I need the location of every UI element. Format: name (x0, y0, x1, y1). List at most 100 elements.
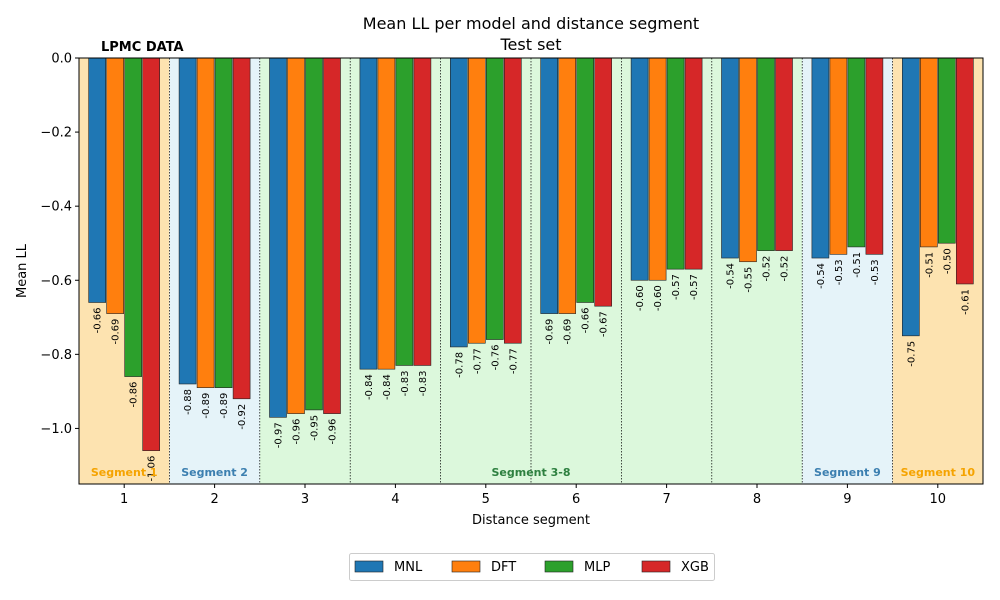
bar-value-label: -0.52 (762, 256, 773, 282)
x-tick-label: 5 (482, 492, 490, 507)
axes: 0.0 −0.2 −0.4 −0.6 −0.8 −1.0 1 2 3 4 5 6 7 8 9 10 (40, 52, 946, 508)
bar-mnl-seg-8 (721, 57, 739, 259)
bar-value-labels: -0.66 -0.88 -0.97 -0.84 -0.78 -0.69 -0.60 -0.54… (93, 248, 972, 481)
bar-value-label: -0.92 (237, 404, 248, 430)
segment-label: Segment 1 (91, 466, 158, 479)
bar-mlp-seg-7 (666, 57, 685, 270)
x-tick-label: 9 (843, 492, 851, 507)
bar-value-label: -1.06 (147, 456, 158, 482)
x-tick-label: 2 (210, 492, 218, 507)
segment-labels: Segment 1 Segment 2 Segment 3-8 Segment 9 Se… (91, 466, 976, 479)
bar-value-label: -0.57 (671, 274, 682, 300)
bar-xgb-seg-2 (232, 57, 251, 400)
segment-separators (169, 58, 893, 484)
bar-value-label: -0.89 (201, 393, 212, 419)
segment-label: Segment 9 (814, 466, 881, 479)
x-tick-label: 8 (753, 492, 761, 507)
bar-dft-seg-3 (287, 57, 305, 414)
bar-xgb-seg-7 (684, 57, 703, 270)
x-axis-label: Distance segment (472, 513, 590, 528)
legend-swatch-mnl (354, 560, 384, 573)
bar-value-label: -0.60 (653, 285, 664, 311)
bar-mnl-seg-2 (178, 57, 197, 385)
bar-value-label: -0.54 (816, 263, 827, 289)
y-tick-label: −0.4 (40, 200, 72, 215)
bar-value-label: -0.96 (328, 419, 339, 445)
bar-xgb-seg-5 (503, 57, 522, 344)
bar-mnl-seg-6 (540, 57, 559, 314)
bar-value-label: -0.84 (364, 374, 375, 400)
x-tick-label: 1 (120, 492, 128, 507)
bar-mlp-seg-1 (124, 57, 142, 377)
segment-label: Segment 10 (901, 466, 976, 479)
bar-value-label: -0.97 (274, 422, 285, 448)
bar-value-label: -0.77 (472, 348, 483, 374)
bar-mnl-seg-1 (88, 57, 106, 303)
bar-value-label: -0.52 (780, 256, 791, 282)
bar-xgb-seg-4 (413, 57, 432, 366)
bar-value-label: -0.60 (635, 285, 646, 311)
bar-dft-seg-8 (739, 57, 757, 263)
bar-mnl-seg-9 (811, 57, 830, 259)
bar-xgb-seg-3 (323, 57, 341, 414)
bar-value-label: -0.88 (183, 389, 194, 415)
y-tick-label: −1.0 (40, 422, 72, 437)
bar-dft-seg-6 (558, 57, 577, 314)
bar-value-label: -0.86 (129, 382, 140, 408)
y-tick-label: −0.2 (40, 126, 72, 141)
bar-xgb-seg-1 (142, 57, 160, 451)
bar-value-label: -0.95 (310, 415, 321, 441)
bar-value-label: -0.75 (906, 341, 917, 367)
bar-value-label: -0.69 (545, 319, 556, 345)
bar-value-label: -0.53 (834, 259, 845, 285)
bar-xgb-seg-9 (865, 57, 884, 255)
bar-mnl-seg-4 (359, 57, 378, 370)
x-tick-label: 3 (301, 492, 309, 507)
bar-value-label: -0.55 (744, 267, 755, 293)
bar-dft-seg-1 (106, 57, 124, 314)
bar-value-label: -0.53 (870, 259, 881, 285)
bar-value-label: -0.78 (454, 352, 465, 378)
bar-dft-seg-7 (648, 57, 667, 281)
legend-label-mnl: MNL (394, 560, 423, 575)
bar-value-label: -0.83 (400, 370, 411, 396)
bar-value-label: -0.67 (599, 311, 610, 337)
bar-dft-seg-4 (377, 57, 396, 370)
legend-label-mlp: MLP (584, 560, 610, 575)
y-tick-label: −0.6 (40, 274, 72, 289)
y-tick-label: 0.0 (51, 52, 72, 67)
x-tick-label: 4 (391, 492, 399, 507)
bar-mlp-seg-3 (305, 57, 323, 411)
bar-value-label: -0.83 (418, 370, 429, 396)
bar-dft-seg-5 (467, 57, 486, 344)
bar-value-label: -0.69 (563, 319, 574, 345)
bar-mlp-seg-4 (395, 57, 414, 366)
bar-mlp-seg-8 (757, 57, 775, 251)
lpmc-data-annotation: LPMC DATA (101, 40, 184, 55)
bar-dft-seg-9 (829, 57, 848, 255)
bar-xgb-seg-6 (594, 57, 613, 307)
bar-value-label: -0.96 (292, 419, 303, 445)
bar-value-label: -0.76 (490, 345, 501, 371)
bar-value-label: -0.54 (726, 263, 737, 289)
bar-mlp-seg-6 (576, 57, 595, 303)
segment-label: Segment 2 (181, 466, 248, 479)
x-tick-label: 6 (572, 492, 580, 507)
bar-mnl-seg-10 (901, 57, 920, 337)
bar-value-label: -0.66 (93, 307, 104, 333)
legend-swatch-dft (451, 560, 481, 573)
bar-value-label: -0.61 (960, 289, 971, 315)
legend-swatch-xgb (641, 560, 671, 573)
bar-xgb-seg-8 (775, 57, 793, 251)
bar-value-label: -0.51 (924, 252, 935, 278)
legend: MNL DFT MLP XGB (349, 553, 715, 581)
bar-xgb-seg-10 (955, 57, 974, 285)
bar-value-label: -0.57 (689, 274, 700, 300)
bar-value-label: -0.50 (942, 248, 953, 274)
chart-title: Mean LL per model and distance segment (363, 14, 699, 33)
bar-mlp-seg-9 (847, 57, 866, 248)
bar-mlp-seg-10 (937, 57, 956, 244)
y-axis-label: Mean LL (15, 243, 30, 298)
bar-mnl-seg-3 (269, 57, 287, 418)
